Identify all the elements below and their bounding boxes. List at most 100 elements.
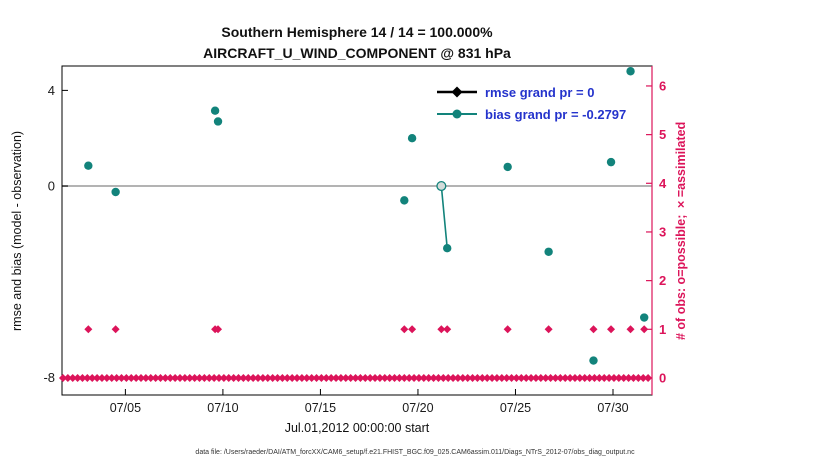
obs-possible-marker xyxy=(122,373,131,382)
obs-possible-marker xyxy=(609,373,618,382)
obs-possible-marker xyxy=(151,373,160,382)
obs-possible-marker xyxy=(497,373,506,382)
legend-item-rmse: rmse grand pr = 0 xyxy=(436,82,626,102)
obs-possible-marker xyxy=(132,373,141,382)
obs-possible-marker xyxy=(341,373,350,382)
obs-possible-marker xyxy=(278,373,287,382)
obs-possible-marker xyxy=(215,373,224,382)
obs-possible-marker xyxy=(375,373,384,382)
obs-possible-marker xyxy=(107,373,116,382)
y-right-tick-label: 3 xyxy=(659,224,666,239)
bias-marker xyxy=(503,162,512,172)
chart-title-line1: Southern Hemisphere 14 / 14 = 100.000% xyxy=(221,24,493,40)
obs-possible-marker xyxy=(239,373,248,382)
obs-possible-marker xyxy=(190,373,199,382)
obs-possible-marker xyxy=(424,373,433,382)
obs-possible-marker xyxy=(258,373,267,382)
obs-possible-marker xyxy=(176,373,184,382)
obs-possible-marker xyxy=(419,373,428,382)
x-tick-label: 07/05 xyxy=(110,401,141,415)
legend: rmse grand pr = 0 bias grand pr = -0.279… xyxy=(436,82,626,124)
obs-assimilated-marker xyxy=(607,325,616,334)
obs-possible-marker xyxy=(371,373,380,382)
obs-possible-marker xyxy=(205,373,214,382)
obs-assimilated-marker xyxy=(111,325,120,334)
obs-possible-marker xyxy=(546,373,555,382)
obs-possible-marker xyxy=(634,373,643,382)
data-file-caption: data file: /Users/raeder/DAI/ATM_forcXX/… xyxy=(195,449,635,456)
obs-possible-marker xyxy=(556,373,565,382)
rmse-line-swatch xyxy=(437,86,477,98)
y-right-tick-label: 6 xyxy=(659,78,666,93)
obs-possible-marker xyxy=(595,373,604,382)
obs-possible-marker xyxy=(136,373,145,382)
obs-possible-marker xyxy=(619,373,628,382)
legend-bias-label: bias grand pr = -0.2797 xyxy=(485,106,627,122)
obs-possible-marker xyxy=(102,373,111,382)
obs-assimilated-marker xyxy=(400,325,409,334)
obs-possible-marker xyxy=(600,373,609,382)
bias-marker xyxy=(626,67,635,76)
x-tick-label: 07/30 xyxy=(597,401,628,415)
obs-assimilated-marker xyxy=(408,325,417,334)
obs-assimilated-marker xyxy=(640,325,649,334)
obs-possible-marker xyxy=(522,373,531,382)
obs-possible-marker xyxy=(200,373,209,382)
obs-possible-marker xyxy=(161,373,170,382)
obs-possible-marker xyxy=(380,373,389,382)
left-axis-label: rmse and bias (model - observation) xyxy=(10,130,24,331)
obs-possible-marker xyxy=(410,373,419,382)
obs-possible-marker xyxy=(561,373,570,382)
obs-possible-marker xyxy=(395,373,404,382)
obs-possible-marker xyxy=(68,373,77,382)
obs-possible-marker xyxy=(273,373,282,382)
chart-title: Southern Hemisphere 14 / 14 = 100.000% A… xyxy=(62,22,652,64)
obs-possible-marker xyxy=(478,373,487,382)
obs-possible-marker xyxy=(570,373,579,382)
obs-possible-marker xyxy=(644,373,653,382)
obs-possible-marker xyxy=(78,373,87,382)
obs-possible-marker xyxy=(171,373,180,382)
obs-possible-marker xyxy=(434,373,443,382)
obs-possible-marker xyxy=(307,373,316,382)
bias-marker xyxy=(400,196,409,205)
obs-possible-marker xyxy=(83,373,92,382)
legend-item-bias: bias grand pr = -0.2797 xyxy=(436,104,626,124)
obs-possible-marker xyxy=(614,373,623,382)
obs-possible-marker xyxy=(429,373,438,382)
obs-possible-marker xyxy=(166,373,175,382)
obs-possible-marker xyxy=(605,373,614,382)
obs-possible-marker xyxy=(517,373,526,382)
obs-possible-marker xyxy=(458,373,467,382)
obs-assimilated-marker xyxy=(437,325,446,334)
obs-possible-marker xyxy=(185,373,194,382)
obs-possible-marker xyxy=(439,373,448,382)
obs-possible-marker xyxy=(210,373,219,382)
y-right-tick-label: 0 xyxy=(659,370,666,385)
y-right-tick-label: 5 xyxy=(659,127,666,142)
obs-possible-marker xyxy=(400,373,409,382)
bias-segment-line xyxy=(440,185,449,249)
obs-assimilated-marker xyxy=(626,325,635,334)
obs-possible-marker xyxy=(590,373,599,382)
obs-possible-marker xyxy=(283,373,292,382)
obs-assimilated-marker xyxy=(214,325,223,334)
obs-assimilated-marker xyxy=(84,325,93,334)
obs-possible-marker xyxy=(336,373,345,382)
obs-possible-marker xyxy=(156,373,165,382)
obs-possible-marker xyxy=(483,373,492,382)
x-tick-label: 07/20 xyxy=(402,401,433,415)
obs-possible-marker xyxy=(502,373,511,382)
right-axis-label: # of obs: o=possible; ×=assimilated xyxy=(674,121,688,340)
obs-possible-marker xyxy=(473,373,482,382)
obs-assimilated-marker xyxy=(544,325,553,334)
diamond-icon xyxy=(451,86,463,98)
y-left-tick-label: 4 xyxy=(48,83,55,98)
obs-possible-marker xyxy=(551,373,560,382)
obs-possible-marker xyxy=(527,373,536,382)
obs-possible-marker xyxy=(536,373,545,382)
obs-possible-marker xyxy=(332,373,341,382)
obs-possible-marker xyxy=(93,373,102,382)
bias-marker xyxy=(84,161,93,170)
obs-possible-marker xyxy=(361,373,370,382)
